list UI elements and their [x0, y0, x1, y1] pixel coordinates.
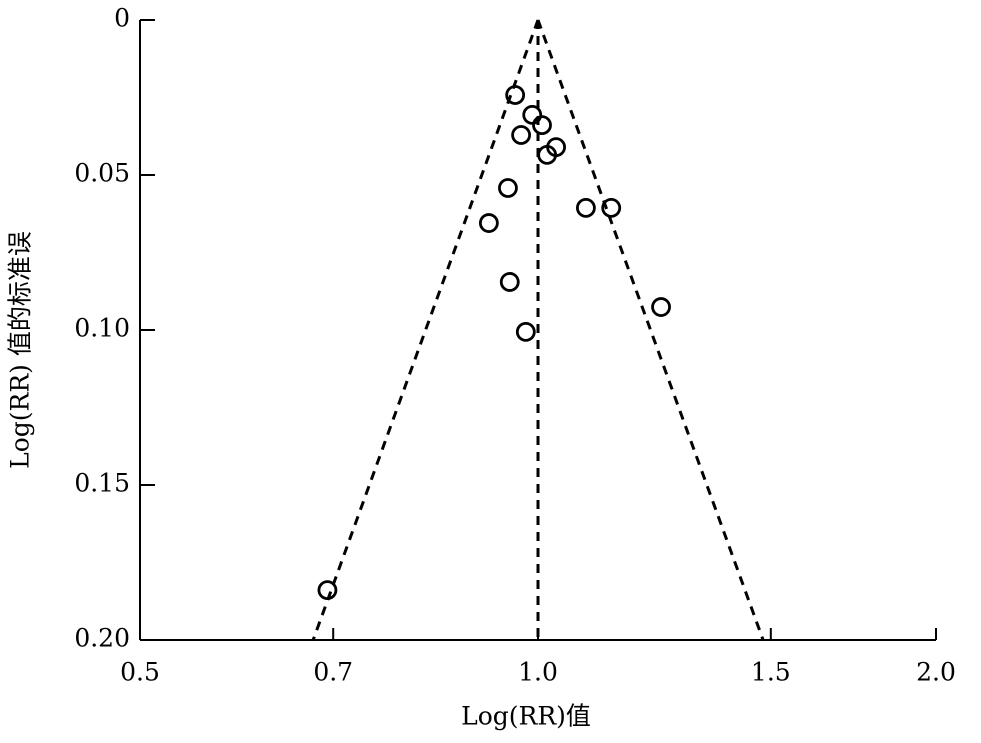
y-tick-label: 0.05 [74, 159, 130, 188]
reference-line [536, 19, 765, 641]
point [522, 104, 543, 125]
point [499, 272, 520, 292]
point [601, 197, 622, 218]
y-tick-label: 0 [114, 4, 130, 33]
point [478, 213, 499, 233]
point [576, 197, 596, 218]
x-tick-label: 0.5 [120, 658, 160, 687]
x-tick-label: 0.7 [313, 658, 353, 687]
x-tick-label: 2.0 [916, 658, 956, 687]
y-tick-label: 0.20 [74, 624, 130, 653]
point [515, 321, 536, 342]
point [532, 115, 552, 135]
y-tick-label: 0.15 [74, 469, 130, 498]
x-axis-label: Log(RR)值 [461, 702, 591, 731]
reference-line [311, 19, 540, 641]
point [317, 580, 338, 600]
point [511, 125, 532, 145]
x-tick-label: 1.5 [751, 658, 791, 687]
point [498, 178, 518, 198]
point [537, 144, 558, 165]
point [651, 297, 671, 317]
x-tick-label: 1.0 [518, 658, 558, 687]
y-tick-label: 0.10 [74, 314, 130, 343]
point [505, 85, 526, 105]
y-axis-label: Log(RR) 值的标准误 [6, 231, 35, 469]
